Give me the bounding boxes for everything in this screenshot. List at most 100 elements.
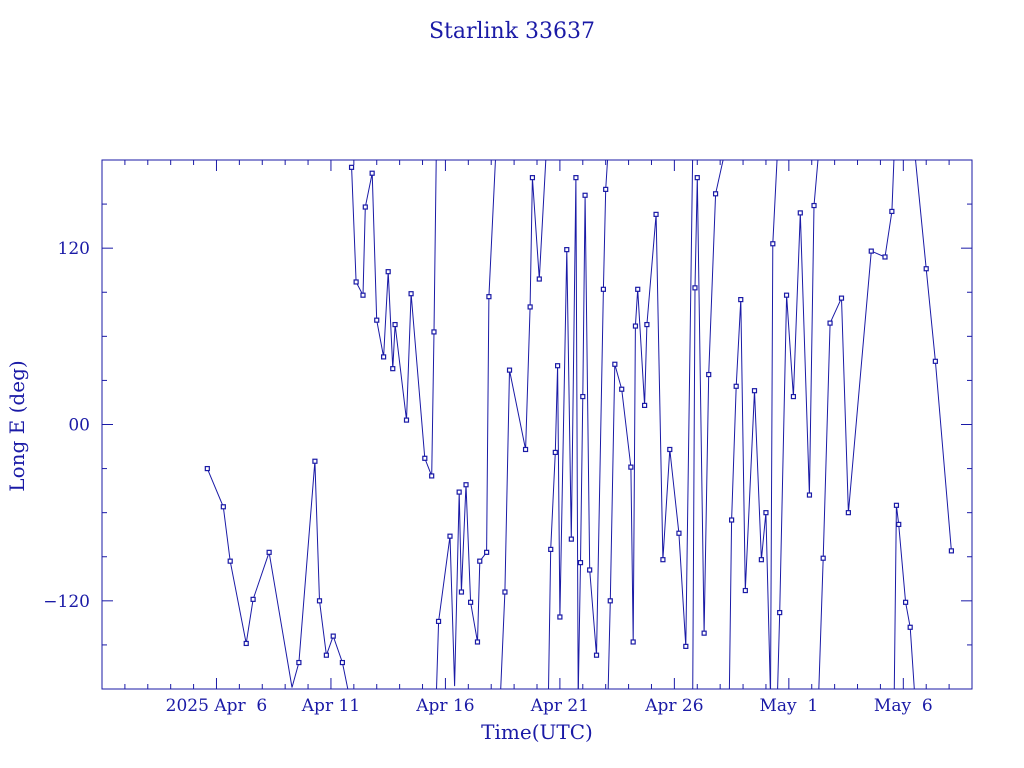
data-point bbox=[632, 323, 639, 329]
data-point bbox=[557, 614, 563, 620]
series-line bbox=[777, 160, 819, 689]
data-point bbox=[582, 192, 588, 198]
data-point bbox=[593, 652, 600, 658]
data-point bbox=[635, 286, 641, 292]
data-point bbox=[694, 175, 700, 181]
data-point bbox=[266, 549, 272, 555]
x-tick-label: Apr 11 bbox=[301, 696, 360, 716]
data-point bbox=[392, 321, 398, 328]
data-point bbox=[385, 269, 391, 275]
data-point bbox=[738, 296, 744, 303]
data-point bbox=[932, 358, 938, 364]
y-tick-label: 120 bbox=[58, 239, 90, 259]
x-axis-title: Time(UTC) bbox=[481, 720, 593, 744]
data-point bbox=[580, 393, 586, 400]
data-point bbox=[628, 464, 634, 470]
data-point bbox=[323, 652, 329, 658]
y-tick-label: 00 bbox=[68, 416, 90, 436]
series-line bbox=[206, 461, 349, 689]
data-point bbox=[468, 599, 474, 605]
data-point bbox=[660, 557, 666, 563]
data-point bbox=[770, 241, 776, 247]
data-point bbox=[474, 639, 481, 645]
series-line bbox=[770, 160, 778, 689]
data-point bbox=[522, 446, 529, 453]
series-line bbox=[728, 299, 771, 689]
x-tick-label: Apr 26 bbox=[644, 696, 703, 716]
series-line bbox=[577, 160, 609, 689]
series-line bbox=[548, 177, 579, 689]
data-point bbox=[923, 266, 929, 272]
data-point bbox=[630, 639, 636, 645]
data-point bbox=[486, 294, 492, 300]
x-tick-label: 2025 Apr 6 bbox=[166, 696, 268, 716]
series-line bbox=[607, 160, 694, 689]
data-point bbox=[477, 558, 483, 564]
data-point bbox=[811, 202, 817, 209]
data-point bbox=[676, 530, 682, 536]
data-point bbox=[403, 417, 410, 423]
data-point bbox=[587, 567, 593, 573]
data-point bbox=[742, 587, 748, 594]
data-point bbox=[408, 291, 414, 297]
data-point bbox=[820, 555, 826, 561]
data-point bbox=[683, 643, 689, 649]
data-point bbox=[220, 504, 226, 510]
x-tick-label: May 6 bbox=[874, 696, 933, 716]
data-point bbox=[458, 589, 465, 595]
data-point bbox=[435, 618, 442, 625]
data-point bbox=[227, 558, 233, 564]
data-point bbox=[868, 248, 874, 254]
chart-title: Starlink 33637 bbox=[429, 19, 595, 44]
axis-ticks bbox=[101, 160, 973, 689]
data-point bbox=[712, 191, 719, 197]
data-point bbox=[362, 204, 368, 210]
x-tick-label: Apr 21 bbox=[530, 696, 589, 716]
series-line bbox=[915, 160, 952, 551]
data-point bbox=[612, 361, 618, 367]
data-point bbox=[642, 402, 648, 408]
data-point bbox=[463, 482, 469, 488]
data-point bbox=[243, 640, 249, 647]
data-point bbox=[763, 510, 769, 516]
data-point bbox=[806, 492, 813, 498]
data-point bbox=[607, 598, 613, 604]
data-point bbox=[348, 164, 355, 170]
series-line bbox=[818, 160, 895, 689]
data-point bbox=[797, 210, 803, 216]
data-point bbox=[555, 363, 561, 369]
data-point bbox=[316, 598, 323, 604]
data-point bbox=[484, 549, 490, 555]
series-line bbox=[436, 160, 496, 689]
series-line bbox=[351, 160, 437, 477]
data-point bbox=[429, 473, 435, 479]
data-point bbox=[667, 446, 673, 453]
y-axis-title: Long E (deg) bbox=[5, 360, 29, 491]
x-tick-label: Apr 16 bbox=[415, 696, 474, 716]
data-point bbox=[312, 458, 318, 464]
data-point bbox=[701, 630, 707, 636]
data-point bbox=[527, 304, 533, 310]
data-point bbox=[250, 596, 256, 602]
data-point bbox=[369, 170, 375, 176]
data-point bbox=[529, 175, 536, 181]
data-point bbox=[733, 383, 739, 389]
data-point bbox=[889, 208, 895, 215]
data-point bbox=[552, 449, 558, 456]
data-point bbox=[296, 659, 302, 666]
data-point bbox=[751, 388, 758, 394]
data-point bbox=[893, 502, 900, 508]
data-point bbox=[204, 465, 210, 472]
x-tick-label: May 1 bbox=[759, 696, 818, 716]
data-point bbox=[360, 292, 366, 298]
data-point bbox=[506, 367, 513, 373]
data-point bbox=[706, 371, 712, 378]
data-point bbox=[564, 247, 570, 253]
data-point bbox=[502, 589, 508, 595]
data-point bbox=[536, 276, 542, 282]
data-point bbox=[603, 186, 609, 192]
data-point bbox=[882, 254, 888, 260]
data-point bbox=[790, 393, 797, 400]
data-point bbox=[577, 560, 584, 566]
data-point bbox=[600, 286, 606, 292]
